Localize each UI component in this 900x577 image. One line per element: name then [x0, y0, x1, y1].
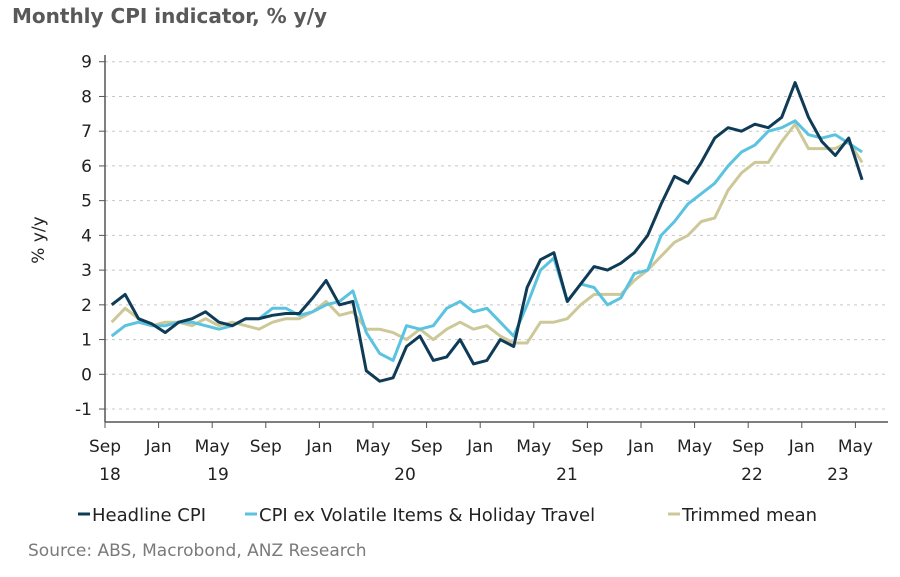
x-axis-ticks: Sep Jan May Sep Jan May Sep Jan May Sep Jan May Sep J… [89, 422, 873, 485]
x-year-label: 21 [556, 465, 578, 485]
x-year-label: 22 [741, 465, 763, 485]
y-axis-label: % y/y [29, 216, 49, 263]
y-tick-label: 5 [81, 192, 92, 212]
legend-item: CPI ex Volatile Items & Holiday Travel [245, 505, 595, 526]
legend: Headline CPI CPI ex Volatile Items & Holi… [78, 505, 817, 526]
x-tick-label: Sep [89, 437, 121, 457]
x-tick-label: May [838, 437, 873, 457]
y-tick-label: 7 [81, 122, 92, 142]
x-tick-label: Jan [144, 437, 171, 457]
legend-label: Headline CPI [92, 505, 206, 526]
x-tick-label: May [355, 437, 390, 457]
legend-label: CPI ex Volatile Items & Holiday Travel [259, 505, 595, 526]
x-tick-label: Jan [305, 437, 332, 457]
x-tick-label: Sep [411, 437, 443, 457]
x-tick-label: Jan [627, 437, 654, 457]
legend-item: Headline CPI [78, 505, 206, 526]
x-tick-label: Jan [788, 437, 815, 457]
x-tick-label: Sep [732, 437, 764, 457]
y-tick-label: 8 [81, 87, 92, 107]
y-tick-label: 6 [81, 157, 92, 177]
x-tick-label: May [516, 437, 551, 457]
x-tick-label: Jan [466, 437, 493, 457]
x-year-label: 18 [99, 465, 121, 485]
y-tick-label: -1 [75, 400, 92, 420]
gridlines [105, 61, 885, 410]
legend-item: Trimmed mean [668, 505, 817, 526]
x-tick-label: May [677, 437, 712, 457]
x-year-label: 20 [394, 465, 416, 485]
y-axis-ticks: -1 0 1 2 3 4 5 6 7 8 9 [75, 53, 105, 420]
y-tick-label: 1 [81, 331, 92, 351]
y-tick-label: 9 [81, 53, 92, 73]
series-line-headline-cpi [110, 81, 864, 383]
chart-title: Monthly CPI indicator, % y/y [12, 4, 328, 28]
x-tick-label: Sep [571, 437, 603, 457]
x-year-label: 23 [827, 465, 849, 485]
x-year-label: 19 [207, 465, 229, 485]
x-tick-label: Sep [250, 437, 282, 457]
y-tick-label: 2 [81, 296, 92, 316]
legend-label: Trimmed mean [681, 505, 817, 526]
y-tick-label: 4 [81, 226, 92, 246]
x-tick-label: May [195, 437, 230, 457]
series-lines [110, 81, 864, 383]
y-tick-label: 0 [81, 365, 92, 385]
source-note: Source: ABS, Macrobond, ANZ Research [28, 541, 367, 561]
y-tick-label: 3 [81, 261, 92, 281]
